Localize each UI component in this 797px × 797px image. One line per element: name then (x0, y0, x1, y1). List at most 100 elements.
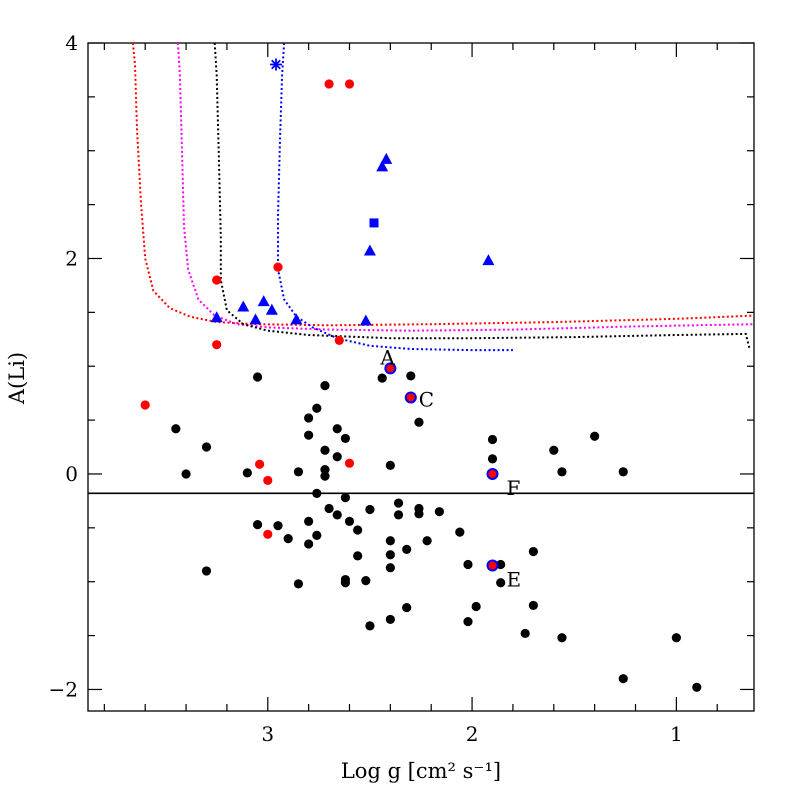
data-point (181, 469, 191, 479)
data-point (344, 516, 355, 526)
data-point (528, 600, 538, 611)
data-point (344, 79, 355, 89)
labelled-point (486, 559, 499, 572)
data-point (304, 539, 314, 549)
data-point (332, 424, 342, 434)
data-point (471, 601, 481, 612)
data-point (273, 521, 283, 531)
data-point (320, 465, 330, 475)
data-point (557, 633, 567, 643)
labelled-point (404, 391, 417, 404)
data-point (320, 471, 330, 481)
data-point (618, 674, 628, 684)
data-point (487, 434, 498, 445)
y-tick-label: 0 (65, 462, 78, 486)
data-point (692, 682, 702, 692)
data-point (273, 262, 283, 272)
data-point (455, 527, 465, 537)
curve-line (131, 43, 754, 327)
data-point (393, 510, 404, 520)
tick-labels: 3 2 1 −2 0 2 4 (49, 31, 683, 746)
triangle-point (249, 313, 262, 325)
data-point (201, 566, 212, 576)
data-point (263, 529, 273, 539)
data-point (312, 403, 322, 413)
data-point (340, 493, 351, 503)
data-point (201, 442, 212, 452)
triangle-point (376, 160, 389, 172)
y-tick-label: 2 (65, 246, 78, 270)
data-point (312, 488, 322, 498)
data-point (283, 534, 293, 544)
data-point (255, 459, 265, 469)
labelled-point (486, 467, 499, 480)
y-axis-title: A(Li) (5, 352, 29, 405)
axis-ticks (88, 42, 754, 711)
data-point (252, 520, 263, 530)
curve-line (277, 43, 513, 352)
data-point (340, 578, 351, 588)
x-tick-label: 3 (261, 722, 274, 746)
data-point (557, 467, 567, 477)
data-point (406, 371, 416, 381)
data-point (304, 413, 314, 423)
data-point (549, 445, 559, 455)
data-point (487, 454, 498, 464)
data-point (252, 372, 263, 382)
data-point (332, 510, 342, 520)
x-axis-title: Log g [cm² s⁻¹] (341, 759, 501, 783)
data-point (334, 335, 344, 345)
data-point (332, 452, 342, 462)
data-point (304, 430, 314, 440)
data-point (171, 424, 181, 434)
y-tick-label: 4 (65, 31, 78, 55)
data-point (340, 433, 351, 444)
plot-frame (87, 42, 755, 712)
data-point (361, 576, 371, 586)
data-point (414, 417, 424, 427)
data-point (422, 536, 432, 546)
triangle-point (359, 314, 372, 326)
data-point (385, 460, 395, 470)
data-point (344, 458, 355, 468)
data-point (520, 628, 530, 639)
data-point (212, 275, 222, 285)
data-point (496, 578, 506, 588)
data-point (324, 79, 334, 89)
triangle-point (257, 295, 270, 307)
data-point (365, 504, 375, 515)
data-point (671, 633, 681, 643)
curve-line (176, 43, 754, 332)
point-label: A (379, 345, 395, 369)
triangle-point (482, 254, 495, 266)
triangle-point (210, 311, 223, 323)
data-point (312, 530, 322, 540)
data-point (528, 546, 538, 557)
point-label: C (419, 387, 434, 411)
labelled-point (384, 362, 397, 375)
data-point (242, 468, 252, 478)
point-label: E (507, 568, 522, 592)
data-point (590, 431, 600, 441)
data-point (304, 516, 314, 526)
data-point (263, 475, 273, 486)
data-point (618, 467, 628, 477)
data-point (434, 507, 444, 517)
data-point (353, 551, 363, 561)
data-point (402, 602, 412, 613)
data-point (385, 614, 395, 625)
square-point (369, 218, 379, 228)
triangle-point (380, 152, 393, 164)
data-point (385, 550, 395, 560)
y-tick-label: −2 (49, 677, 78, 701)
data-point (324, 503, 334, 514)
data-point (320, 381, 330, 391)
point-labels: AC F E (379, 345, 521, 591)
curve-line (213, 43, 751, 351)
data-point (393, 498, 404, 508)
data-point (140, 400, 150, 410)
data-point (463, 559, 473, 570)
data-point (365, 621, 375, 631)
data-point (293, 467, 304, 477)
